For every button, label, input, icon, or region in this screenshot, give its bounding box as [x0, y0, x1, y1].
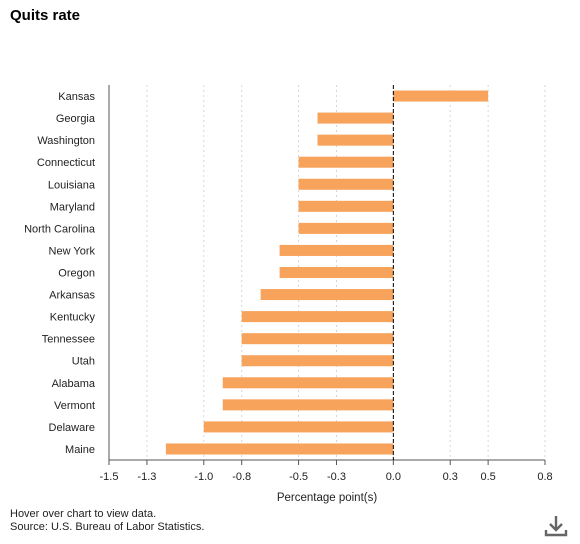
bar-chart[interactable]: Kansas Georgia Washington Connecticut Louisi…	[0, 0, 580, 505]
category-label: Delaware	[49, 422, 95, 434]
x-tick-label: 0.0	[386, 471, 401, 483]
bar[interactable]	[279, 244, 394, 256]
x-tick-label: -1.5	[100, 471, 119, 483]
category-label: Maine	[65, 444, 95, 456]
bar[interactable]	[165, 443, 394, 455]
x-tick-label: 0.8	[537, 471, 552, 483]
category-label: Louisiana	[48, 179, 96, 191]
bar[interactable]	[260, 289, 394, 301]
category-label: North Carolina	[24, 223, 96, 235]
category-label: Tennessee	[42, 334, 95, 346]
bar[interactable]	[241, 333, 394, 345]
bar[interactable]	[317, 134, 394, 146]
category-label: Maryland	[50, 201, 95, 213]
category-label: Kansas	[58, 91, 95, 103]
bar[interactable]	[222, 399, 394, 411]
category-label: Kentucky	[50, 312, 96, 324]
source-note: Source: U.S. Bureau of Labor Statistics.	[10, 521, 205, 533]
x-tick-label: -0.5	[289, 471, 308, 483]
download-icon[interactable]	[543, 513, 569, 539]
bar[interactable]	[317, 112, 394, 124]
bar[interactable]	[241, 311, 394, 323]
bar[interactable]	[203, 421, 394, 433]
category-label: Alabama	[52, 378, 96, 390]
bar[interactable]	[298, 178, 394, 190]
bar[interactable]	[393, 90, 489, 102]
x-tick-label: -0.3	[327, 471, 346, 483]
bar[interactable]	[222, 377, 394, 389]
x-axis-title: Percentage point(s)	[277, 492, 378, 504]
category-label: Connecticut	[37, 157, 95, 169]
category-label: New York	[49, 245, 96, 257]
category-label: Georgia	[56, 113, 96, 125]
category-label: Vermont	[54, 400, 95, 412]
category-label: Utah	[72, 356, 95, 368]
bar[interactable]	[298, 156, 394, 168]
category-label: Arkansas	[49, 290, 95, 302]
x-tick-label: -0.8	[232, 471, 251, 483]
x-tick-label: -1.3	[137, 471, 156, 483]
x-tick-label: 0.5	[480, 471, 495, 483]
bar[interactable]	[298, 200, 394, 212]
hover-note: Hover over chart to view data.	[10, 508, 157, 520]
bar[interactable]	[279, 266, 394, 279]
category-label: Washington	[37, 135, 95, 147]
chart-footer: Hover over chart to view data. Source: U…	[10, 508, 204, 534]
category-label: Oregon	[58, 268, 95, 280]
bar[interactable]	[298, 222, 394, 234]
bar[interactable]	[241, 355, 394, 367]
x-tick-label: 0.3	[443, 471, 458, 483]
chart-title: Quits rate	[10, 7, 81, 24]
x-tick-label: -1.0	[194, 471, 213, 483]
